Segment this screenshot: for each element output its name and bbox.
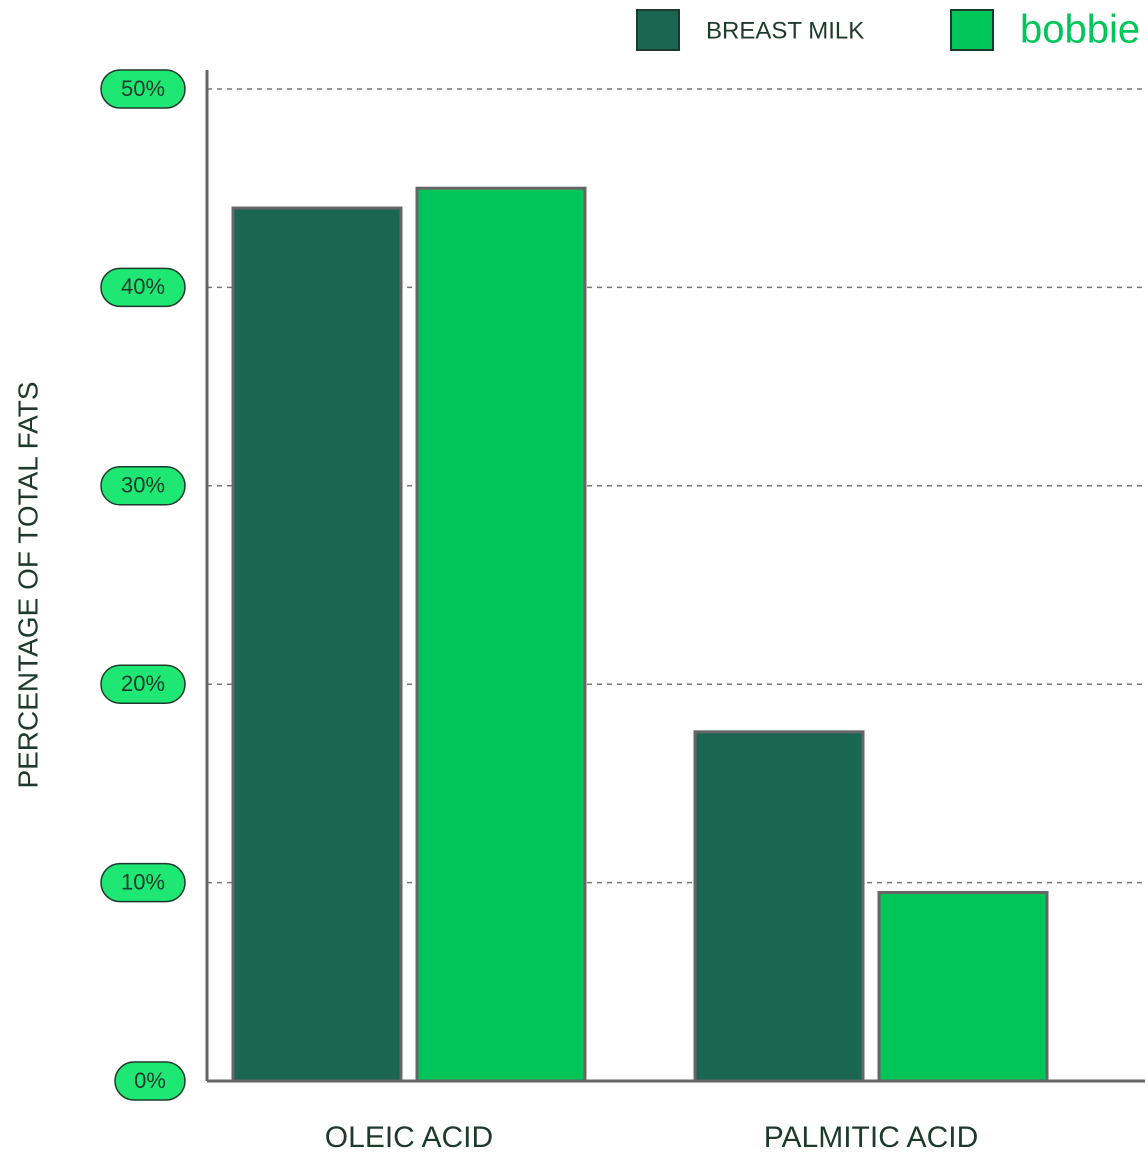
y-tick-pill xyxy=(100,862,186,903)
y-tick-label: 50% xyxy=(121,76,165,101)
bar xyxy=(231,206,403,1083)
y-tick-label: 40% xyxy=(121,274,165,299)
y-tick-pill xyxy=(100,267,186,308)
y-tick-label: 20% xyxy=(121,671,165,696)
legend-label: BREAST MILK xyxy=(706,17,864,44)
y-tick-pill xyxy=(100,69,186,109)
y-tick-label: 10% xyxy=(121,869,165,894)
y-tick-pill xyxy=(114,1061,186,1101)
y-tick-pill xyxy=(100,664,186,704)
legend-swatch xyxy=(950,9,994,51)
legend-swatch xyxy=(636,9,680,51)
x-tick-label: PALMITIC ACID xyxy=(764,1121,978,1154)
y-axis-label: PERCENTAGE OF TOTAL FATS xyxy=(12,381,43,788)
y-tick-label: 30% xyxy=(121,473,165,498)
x-tick-label: OLEIC ACID xyxy=(325,1121,493,1154)
bar xyxy=(877,891,1049,1083)
y-tick-pill xyxy=(100,466,186,506)
legend-label: bobbie xyxy=(1020,8,1140,52)
bar xyxy=(693,730,865,1083)
bar xyxy=(415,186,587,1083)
y-tick-label: 0% xyxy=(134,1068,166,1093)
